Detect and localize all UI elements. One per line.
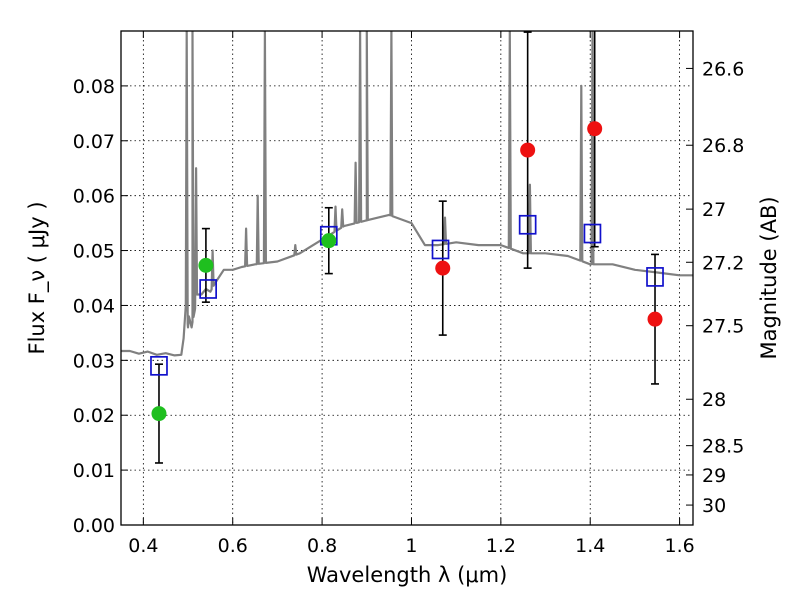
mag-tick-label: 27.2	[702, 252, 744, 274]
mag-tick-label: 26.6	[702, 58, 744, 80]
y-tick-label: 0.00	[73, 515, 115, 537]
y-tick-label: 0.01	[73, 460, 115, 482]
right-axis-title: Magnitude (AB)	[757, 196, 781, 359]
x-tick-label: 1.4	[575, 535, 605, 557]
mag-tick-label: 27.5	[702, 316, 744, 338]
plot-frame	[120, 30, 694, 526]
y-tick-label: 0.04	[73, 295, 115, 317]
mag-tick-label: 30	[702, 495, 726, 517]
mag-tick-label: 27	[702, 199, 726, 221]
y-axis-title: Flux F_ν ( μJy )	[25, 201, 50, 354]
y-tick-label: 0.07	[73, 131, 115, 153]
plot-clipped-group	[121, 31, 693, 464]
observed-point-green	[198, 257, 214, 273]
x-tick-label: 1.6	[664, 535, 694, 557]
model-photometry-box	[518, 214, 537, 235]
axis-ticks: 0.4 0.6 0.8 1 1.2 1.4 1.6 0.00 0.01 0.02 0.03 0.04 0…	[73, 31, 744, 557]
y-tick-label: 0.03	[73, 350, 115, 372]
observed-point-red	[435, 260, 451, 276]
x-tick-label: 1	[405, 535, 417, 557]
plot-area	[121, 31, 693, 464]
observed-point-green	[321, 233, 337, 249]
y-tick-label: 0.05	[73, 241, 115, 263]
model-photometry-box	[199, 279, 217, 299]
mag-tick-label: 29	[702, 465, 726, 487]
model-photometry-box	[583, 223, 602, 244]
mag-tick-label: 28	[702, 389, 726, 411]
model-photometry-box	[431, 239, 450, 260]
observed-point-green	[151, 406, 167, 422]
y-tick-label: 0.08	[73, 76, 115, 98]
mag-tick-label: 28.5	[702, 436, 744, 458]
observed-point-red	[520, 142, 536, 158]
observed-point-red	[647, 311, 663, 327]
model-photometry-box	[646, 267, 664, 287]
x-tick-label: 0.8	[307, 535, 337, 557]
mag-tick-label: 26.8	[702, 135, 744, 157]
x-tick-label: 1.2	[486, 535, 516, 557]
observed-point-red	[587, 121, 603, 137]
y-tick-label: 0.06	[73, 186, 115, 208]
x-tick-label: 0.4	[128, 535, 158, 557]
x-axis-title: Wavelength λ (μm)	[307, 563, 508, 587]
y-tick-label: 0.02	[73, 405, 115, 427]
x-tick-label: 0.6	[218, 535, 248, 557]
model-photometry-box	[150, 355, 168, 376]
